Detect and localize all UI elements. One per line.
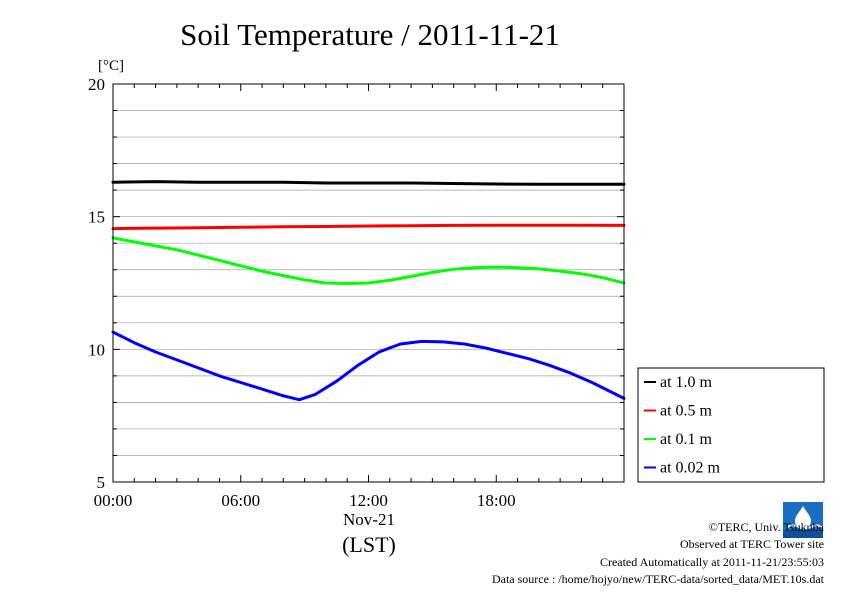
legend-label: at 0.1 m bbox=[660, 431, 713, 448]
y-tick-label: 20 bbox=[88, 75, 105, 94]
legend-label: at 1.0 m bbox=[660, 374, 713, 391]
series-line bbox=[111, 236, 626, 285]
series-layer bbox=[111, 180, 626, 402]
axis-ticks: 00:00 06:00 12:00 18:00 5 10 15 20 bbox=[88, 75, 625, 510]
source-credit: Data source : /home/hojyo/new/TERC-data/… bbox=[491, 572, 824, 586]
x-axis-date-label: Nov-21 bbox=[343, 510, 395, 529]
legend-box bbox=[637, 367, 825, 483]
x-tick-label: 12:00 bbox=[349, 491, 388, 510]
legend-label: at 0.5 m bbox=[660, 403, 713, 420]
legend: at 1.0 m at 0.5 m at 0.1 m at 0.02 m bbox=[637, 367, 825, 483]
x-tick-label: 06:00 bbox=[221, 491, 260, 510]
x-tick-label: 00:00 bbox=[94, 491, 133, 510]
series-line bbox=[111, 180, 626, 186]
y-tick-label: 5 bbox=[97, 473, 106, 492]
chart-title: Soil Temperature / 2011-11-21 bbox=[180, 17, 560, 52]
copyright-credit: ©TERC, Univ. Tsukuba bbox=[708, 520, 824, 534]
y-tick-label: 15 bbox=[88, 208, 105, 227]
legend-label: at 0.02 m bbox=[660, 460, 721, 477]
series-line bbox=[111, 330, 626, 402]
created-credit: Created Automatically at 2011-11-21/23:5… bbox=[599, 555, 824, 569]
y-axis-label: [°C] bbox=[98, 58, 124, 74]
x-axis-label: (LST) bbox=[342, 532, 396, 557]
y-tick-label: 10 bbox=[88, 340, 105, 359]
site-credit: Observed at TERC Tower site bbox=[679, 537, 824, 551]
x-tick-label: 18:00 bbox=[477, 491, 516, 510]
grid bbox=[113, 110, 624, 456]
series-line bbox=[111, 223, 626, 231]
terc-logo-icon bbox=[783, 502, 824, 538]
